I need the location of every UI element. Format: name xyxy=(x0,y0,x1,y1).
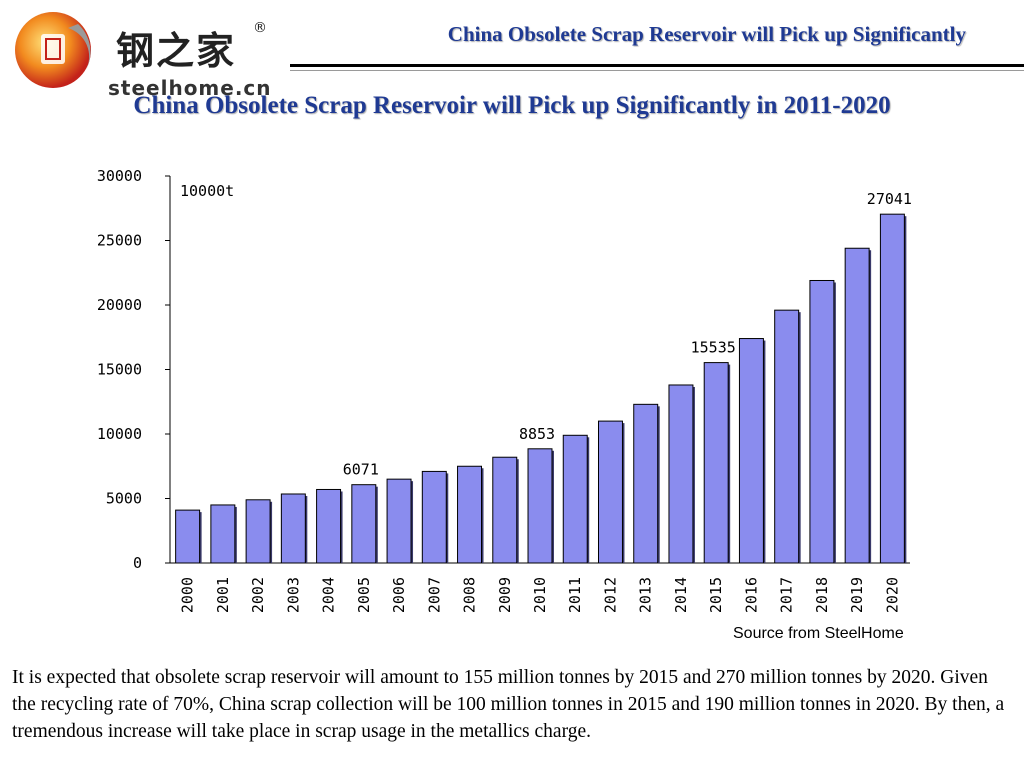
bar xyxy=(280,493,306,564)
y-tick-label: 30000 xyxy=(97,167,142,185)
y-tick-label: 15000 xyxy=(97,361,142,379)
y-tick-label: 0 xyxy=(133,554,142,572)
bar xyxy=(738,338,764,564)
x-tick-label: 2010 xyxy=(531,577,549,613)
x-tick-label: 2003 xyxy=(284,577,302,613)
x-tick-label: 2018 xyxy=(813,577,831,613)
bar xyxy=(492,456,518,564)
bar-chart: 0 5000 10000 15000 20000 25000 30000 10000t 2000… xyxy=(97,167,912,613)
x-tick-label: 2020 xyxy=(883,577,901,613)
bar xyxy=(879,213,905,564)
y-tick-label: 25000 xyxy=(97,232,142,250)
x-tick-label: 2007 xyxy=(425,577,443,613)
x-tick-label: 2017 xyxy=(778,577,796,613)
bar xyxy=(457,465,483,564)
header-divider-thin xyxy=(290,70,1024,71)
bar xyxy=(774,309,800,564)
bar xyxy=(597,420,623,564)
page-title: China Obsolete Scrap Reservoir will Pick… xyxy=(133,92,891,119)
logo-chinese-text: 钢之家 xyxy=(116,29,237,73)
data-label: 6071 xyxy=(343,461,379,479)
header-title: China Obsolete Scrap Reservoir will Pick… xyxy=(447,22,966,46)
bar xyxy=(421,470,447,564)
y-tick-label: 20000 xyxy=(97,296,142,314)
x-tick-label: 2016 xyxy=(742,577,760,613)
x-tick-label: 2006 xyxy=(390,577,408,613)
data-label: 8853 xyxy=(519,425,555,443)
source-note: Source from SteelHome xyxy=(733,625,904,642)
y-tick-label: 10000 xyxy=(97,425,142,443)
bar xyxy=(844,247,870,564)
data-label: 15535 xyxy=(691,339,736,357)
x-tick-label: 2013 xyxy=(637,577,655,613)
bar xyxy=(175,509,201,564)
x-tick-label: 2005 xyxy=(355,577,373,613)
x-tick-label: 2008 xyxy=(461,577,479,613)
x-tick-label: 2009 xyxy=(496,577,514,613)
steelhome-logo: 钢之家 ® steelhome.cn xyxy=(8,6,278,100)
x-tick-label: 2014 xyxy=(672,577,690,613)
logo-emblem-icon xyxy=(15,12,91,88)
bar xyxy=(351,484,377,564)
bar xyxy=(703,362,729,564)
bar xyxy=(633,403,659,564)
x-tick-label: 2004 xyxy=(320,577,338,613)
registered-mark: ® xyxy=(253,20,267,36)
bar xyxy=(809,279,835,564)
x-tick-label: 2011 xyxy=(566,577,584,613)
x-tick-label: 2000 xyxy=(179,577,197,613)
bar xyxy=(316,488,342,564)
bar xyxy=(210,504,236,564)
body-paragraph: It is expected that obsolete scrap reser… xyxy=(12,667,1005,742)
x-tick-label: 2015 xyxy=(707,577,725,613)
x-tick-label: 2019 xyxy=(848,577,866,613)
data-label: 27041 xyxy=(867,190,912,208)
x-tick-label: 2012 xyxy=(601,577,619,613)
bar xyxy=(527,448,553,564)
bar xyxy=(562,434,588,564)
x-tick-label: 2002 xyxy=(249,577,267,613)
bar xyxy=(386,478,412,564)
logo-english-text: steelhome.cn xyxy=(108,76,272,100)
bar xyxy=(668,384,694,564)
x-tick-label: 2001 xyxy=(214,577,232,613)
y-tick-label: 5000 xyxy=(106,490,142,508)
unit-label: 10000t xyxy=(180,182,234,200)
bar xyxy=(245,499,271,564)
header-divider xyxy=(290,64,1024,67)
